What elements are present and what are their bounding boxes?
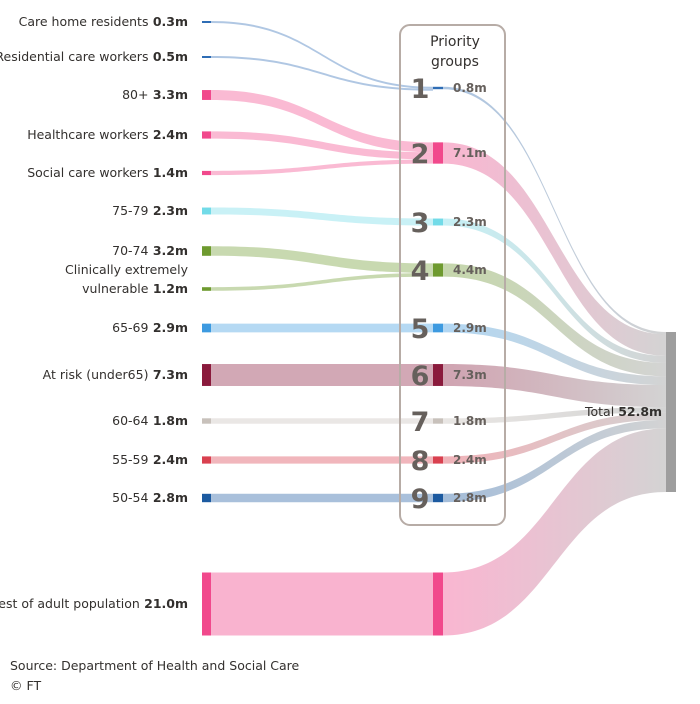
group-8-value: 2.4m: [453, 453, 487, 467]
flows-to-groups: [211, 21, 433, 636]
flow-group-5-to-total: [443, 323, 666, 386]
source-label-care_home: Care home residents 0.3m: [19, 14, 188, 29]
group-7-number: 7: [411, 407, 430, 438]
group-5-number: 5: [411, 314, 430, 345]
flow-group-8-to-total: [443, 412, 666, 464]
group-5-node: [433, 323, 443, 333]
flow-50_54: [211, 493, 433, 503]
group-1-value: 0.8m: [453, 81, 487, 95]
source-node-health: [202, 131, 211, 139]
flow-care_home: [211, 21, 433, 89]
source-label-health: Healthcare workers 2.4m: [27, 127, 188, 142]
group-5-value: 2.9m: [453, 321, 487, 335]
source-node-rest: [202, 572, 211, 636]
source-node-55_59: [202, 456, 211, 464]
group-9-value: 2.8m: [453, 491, 487, 505]
flow-75_79: [211, 207, 433, 226]
group-8-number: 8: [411, 446, 430, 477]
priority-groups-box: [399, 24, 506, 526]
source-node-cev: [202, 287, 211, 291]
source-label-75_79: 75-79 2.3m: [112, 203, 188, 218]
group-1-number: 1: [411, 74, 430, 105]
flow-65_69: [211, 323, 433, 333]
group-4-number: 4: [411, 256, 430, 287]
group-3-value: 2.3m: [453, 215, 487, 229]
source-label-cev: Clinically extremely: [65, 262, 189, 277]
source-label-rest: Rest of adult population 21.0m: [0, 596, 188, 611]
source-node-75_79: [202, 207, 211, 215]
source-label-55_59: 55-59 2.4m: [112, 452, 188, 467]
source-nodes: [202, 21, 211, 636]
group-9-number: 9: [411, 484, 430, 515]
total-label: Total 52.8m: [584, 404, 662, 419]
group-nodes: 1 0.8m 2 7.1m 3 2.3m 4 4.4m 5 2.9m 6 7.3m 7 1.8m 8 2.4m…: [411, 74, 487, 636]
source-node-res_care: [202, 56, 211, 58]
source-label-social: Social care workers 1.4m: [27, 165, 188, 180]
group-2-node: [433, 142, 443, 164]
flow-atrisk: [211, 364, 433, 386]
group-8-node: [433, 456, 443, 464]
group-2-value: 7.1m: [453, 146, 487, 160]
source-node-65_69: [202, 323, 211, 333]
flow-group-6-to-total: [443, 364, 666, 408]
footer-credit: © FT: [10, 678, 41, 693]
group-6-number: 6: [411, 361, 430, 392]
footer-source: Source: Department of Health and Social …: [10, 658, 300, 673]
flow-80plus: [211, 90, 433, 153]
source-node-50_54: [202, 493, 211, 503]
total-node: [666, 332, 676, 492]
group-4-node: [433, 263, 443, 277]
group-7-node: [433, 418, 443, 424]
priority-groups-title-2: groups: [431, 54, 479, 70]
source-label-50_54: 50-54 2.8m: [112, 490, 188, 505]
source-node-care_home: [202, 21, 211, 23]
flow-health: [211, 131, 433, 160]
flow-group-rest-to-total: [443, 428, 666, 636]
flow-group-2-to-total: [443, 142, 666, 356]
flow-group-9-to-total: [443, 419, 666, 503]
source-node-social: [202, 170, 211, 176]
source-labels: Care home residents 0.3m Residential care…: [0, 14, 189, 611]
flows-to-total: [443, 86, 666, 636]
priority-groups-title-1: Priority: [430, 34, 480, 50]
source-label-60_64: 60-64 1.8m: [112, 413, 188, 428]
source-node-70_74: [202, 246, 211, 256]
flow-60_64: [211, 418, 433, 424]
flow-group-1-to-total: [443, 86, 666, 335]
source-node-atrisk: [202, 364, 211, 386]
flow-cev: [211, 273, 433, 291]
group-1-node: [433, 86, 443, 90]
source-label-res_care: Residential care workers 0.5m: [0, 49, 188, 64]
flow-group-7-to-total: [443, 407, 666, 424]
group-3-node: [433, 218, 443, 226]
flow-group-3-to-total: [443, 218, 666, 363]
source-label-cev: vulnerable 1.2m: [82, 281, 188, 296]
source-node-80plus: [202, 90, 211, 100]
source-node-60_64: [202, 418, 211, 424]
flow-res_care: [211, 56, 433, 91]
source-label-80plus: 80+ 3.3m: [122, 87, 188, 102]
flow-55_59: [211, 456, 433, 464]
group-2-number: 2: [411, 139, 430, 170]
source-label-atrisk: At risk (under65) 7.3m: [43, 367, 188, 382]
flow-social: [211, 159, 433, 176]
group-6-value: 7.3m: [453, 368, 487, 382]
group-6-node: [433, 364, 443, 386]
source-label-70_74: 70-74 3.2m: [112, 243, 188, 258]
group-4-value: 4.4m: [453, 263, 487, 277]
group-rest-node: [433, 572, 443, 636]
flow-group-4-to-total: [443, 263, 666, 377]
source-label-65_69: 65-69 2.9m: [112, 320, 188, 335]
flow-rest: [211, 572, 433, 636]
group-7-value: 1.8m: [453, 414, 487, 428]
group-9-node: [433, 493, 443, 503]
flow-70_74: [211, 246, 433, 273]
group-3-number: 3: [411, 208, 430, 239]
